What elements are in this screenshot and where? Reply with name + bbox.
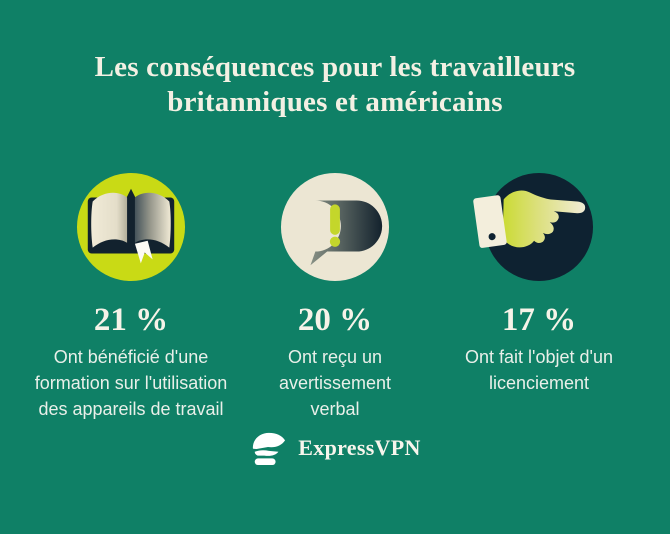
speech-bubble-icon [280,172,390,282]
brand-footer: ExpressVPN [0,430,670,466]
stat-dismissal: 17 % Ont fait l'objet d'un licenciement [437,172,641,396]
stat-verbal-warning: 20 % Ont reçu un avertissement verbal [233,172,437,422]
stat-description: Ont fait l'objet d'un licenciement [465,347,613,393]
stat-percent: 21 % [93,302,169,338]
title-line-2: britanniques et américains [167,86,503,118]
stat-percent: 20 % [297,302,373,338]
stat-description: Ont bénéficié d'une formation sur l'util… [34,347,228,419]
open-book-icon [76,172,186,282]
stat-description: Ont reçu un avertissement verbal [278,347,392,419]
pointing-hand-icon [473,172,594,282]
brand-wordmark: ExpressVPN [298,435,421,460]
page-title: Les conséquences pour les travailleurs b… [0,0,670,120]
stats-row: 21 % Ont bénéficié d'une formation sur l… [0,172,670,422]
stat-training: 21 % Ont bénéficié d'une formation sur l… [29,172,233,422]
title-line-1: Les conséquences pour les travailleurs [94,51,576,83]
stat-percent: 17 % [501,302,577,338]
expressvpn-logo-icon [249,430,287,466]
